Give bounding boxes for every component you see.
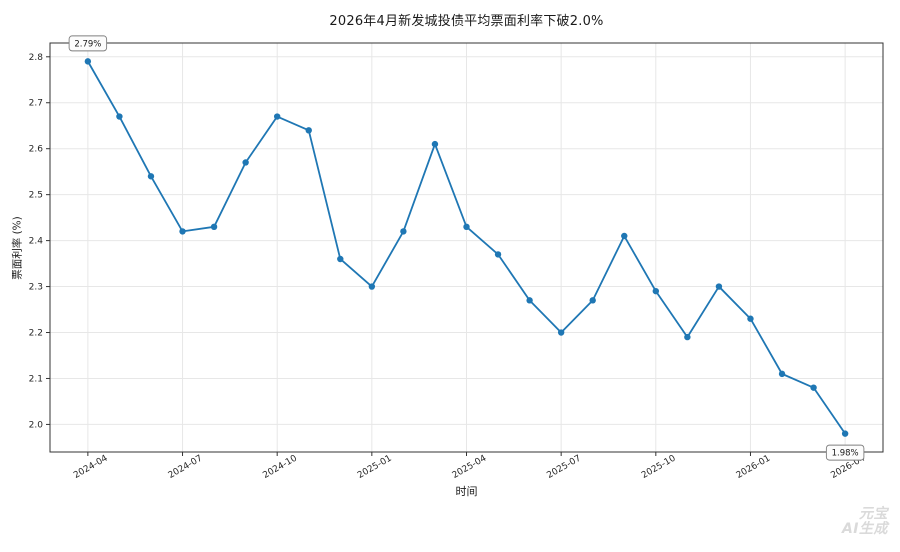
x-tick-label: 2026-01: [735, 454, 773, 481]
data-point: [242, 159, 249, 166]
x-axis-label: 时间: [455, 485, 478, 498]
watermark-line2: AI生成: [841, 521, 888, 538]
data-point: [652, 287, 660, 295]
y-tick-label: 2.5: [29, 191, 43, 201]
y-axis-label: 票面利率 (%): [11, 216, 24, 280]
data-point: [116, 113, 123, 120]
data-point: [210, 223, 218, 231]
annotation-label: 1.98%: [832, 449, 859, 459]
annotation-box: [68, 35, 108, 52]
data-point: [684, 333, 691, 341]
annotation-box: [825, 444, 865, 461]
x-tick-label: 2025-04: [451, 453, 489, 481]
data-point: [305, 127, 312, 134]
y-tick-label: 2.3: [29, 283, 43, 293]
y-tick-label: 2.8: [29, 53, 44, 63]
data-point: [431, 140, 439, 148]
y-tick-label: 2.6: [29, 145, 44, 155]
x-tick-label: 2024-07: [167, 454, 205, 481]
data-point: [400, 228, 407, 235]
chart-title: 2026年4月新发城投债平均票面利率下破2.0%: [329, 14, 604, 29]
y-tick-label: 2.2: [29, 329, 43, 339]
data-point: [557, 329, 565, 336]
data-point: [337, 255, 344, 263]
data-point: [463, 223, 470, 231]
x-tick-label: 2025-10: [640, 453, 678, 481]
data-point: [778, 370, 786, 378]
y-tick-label: 2.1: [29, 374, 43, 384]
watermark-line1: 元宝: [859, 505, 888, 522]
data-point: [147, 173, 155, 180]
annotation-label: 2.79%: [74, 39, 101, 49]
data-point: [368, 283, 376, 290]
data-point: [589, 297, 596, 304]
watermark: 元宝 AI生成: [841, 505, 888, 538]
data-point: [747, 315, 754, 322]
x-tick-label: 2024-04: [72, 453, 110, 481]
data-point: [810, 384, 817, 391]
data-point: [179, 228, 186, 235]
data-point: [273, 113, 281, 120]
x-tick-label: 2025-07: [545, 454, 583, 481]
data-point: [621, 232, 628, 240]
y-tick-label: 2.7: [29, 99, 43, 109]
data-point: [84, 58, 92, 65]
data-point: [494, 251, 502, 258]
y-tick-label: 2.0: [29, 420, 44, 430]
data-point: [715, 283, 723, 290]
y-tick-label: 2.4: [29, 237, 44, 247]
x-tick-label: 2024-10: [261, 453, 299, 481]
data-point: [526, 297, 533, 304]
x-tick-label: 2025-01: [356, 454, 394, 481]
data-point: [841, 430, 849, 437]
